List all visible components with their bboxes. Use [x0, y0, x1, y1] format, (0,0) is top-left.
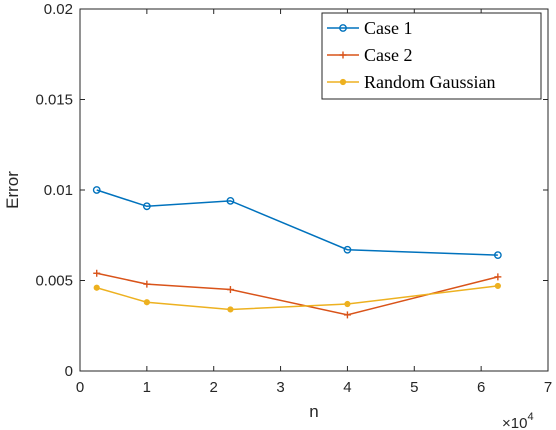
data-point-plus — [226, 286, 234, 294]
x-tick-label: 0 — [76, 379, 84, 396]
x-tick-label: 7 — [544, 379, 552, 396]
x-axis-exponent-power: 4 — [527, 411, 533, 423]
data-point-circle — [339, 24, 347, 32]
series-line — [96, 285, 498, 311]
data-point-circle — [92, 186, 101, 194]
legend-label: Case 2 — [364, 45, 413, 65]
data-point-circle — [226, 196, 235, 205]
data-point-plus — [343, 311, 351, 319]
legend-label: Case 1 — [364, 18, 413, 38]
data-point-plus — [339, 51, 347, 59]
data-point-circle — [343, 245, 352, 254]
legend-label: Random Gaussian — [364, 72, 495, 92]
x-tick-label: 6 — [477, 379, 485, 396]
data-point-circle — [142, 202, 151, 211]
y-tick-label: 0.005 — [35, 273, 73, 290]
series-2 — [93, 269, 502, 319]
x-axis-exponent-base: ×10 — [502, 415, 527, 430]
x-tick-label: 4 — [343, 379, 351, 396]
series-group — [92, 186, 502, 319]
y-tick-label: 0.015 — [35, 92, 73, 109]
series-3 — [93, 282, 501, 313]
data-point-plus — [494, 273, 502, 281]
x-tick-label: 2 — [210, 379, 218, 396]
legend-item: Case 2 — [327, 45, 413, 65]
series-line — [96, 189, 498, 256]
axes: 0 1 2 3 4 5 6 7 0 0.005 0.01 0.015 0.02 — [35, 1, 552, 396]
y-tick-label: 0 — [65, 363, 73, 380]
series-1 — [92, 186, 502, 260]
legend: Case 1 Case 2 Random Gaussian — [321, 12, 542, 100]
data-point-dot — [227, 306, 234, 313]
legend-item: Case 1 — [327, 18, 413, 38]
y-tick-label: 0.01 — [44, 182, 73, 199]
data-point-dot — [143, 299, 150, 306]
y-axis-label: Error — [3, 171, 22, 209]
data-point-plus — [143, 280, 151, 288]
data-point-dot — [344, 300, 351, 308]
x-axis-label: n — [309, 402, 318, 421]
data-point-dot — [93, 284, 100, 291]
legend-item: Random Gaussian — [327, 72, 495, 92]
data-point-circle — [493, 251, 502, 260]
x-tick-label: 5 — [410, 379, 418, 396]
data-point-dot — [339, 78, 347, 86]
y-tick-label: 0.02 — [44, 1, 73, 18]
x-axis-exponent: ×104 — [502, 411, 534, 430]
data-point-plus — [93, 269, 101, 277]
x-tick-label: 3 — [276, 379, 284, 396]
data-point-dot — [494, 282, 501, 290]
series-line — [96, 272, 499, 316]
x-tick-label: 1 — [143, 379, 151, 396]
